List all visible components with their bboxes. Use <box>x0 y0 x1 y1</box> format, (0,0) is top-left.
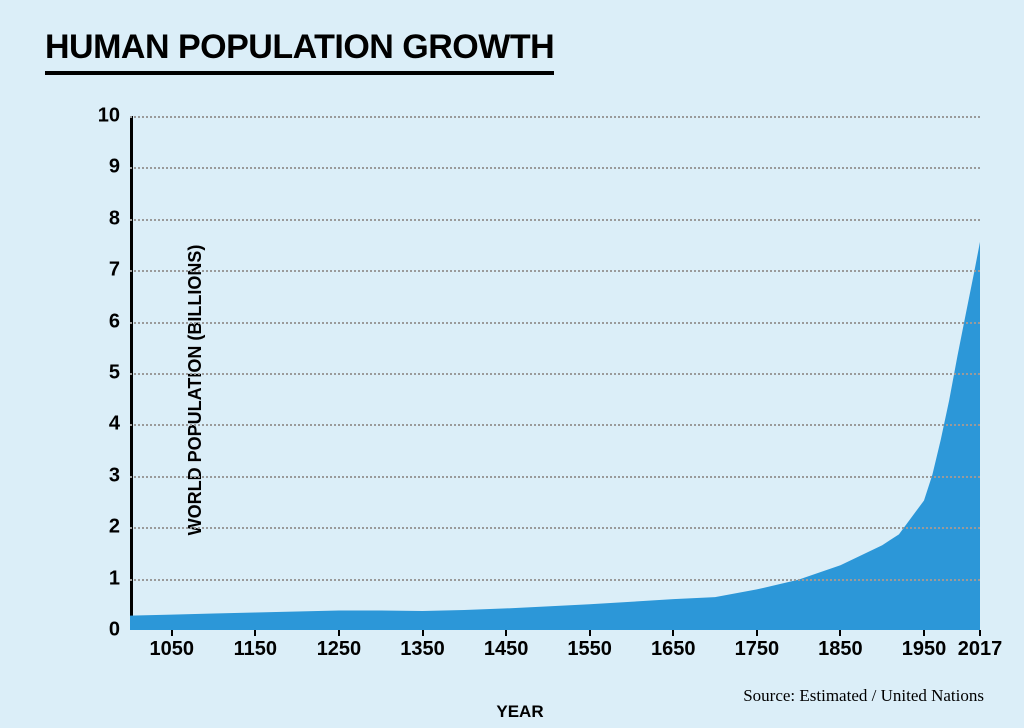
x-tick-mark <box>839 630 841 636</box>
y-tick-label: 7 <box>109 259 120 282</box>
y-tick-label: 1 <box>109 567 120 590</box>
x-tick-mark <box>254 630 256 636</box>
x-tick-mark <box>672 630 674 636</box>
x-tick-mark <box>171 630 173 636</box>
x-axis-label: YEAR <box>496 702 543 722</box>
y-tick-label: 2 <box>109 516 120 539</box>
x-tick-label: 1550 <box>567 638 612 661</box>
chart-container: WORLD POPULATION (BILLIONS) 012345678910… <box>60 110 980 670</box>
y-tick-label: 3 <box>109 464 120 487</box>
grid-line <box>130 373 980 375</box>
grid-line <box>130 270 980 272</box>
y-tick-label: 0 <box>109 619 120 642</box>
plot-area: 0123456789101050115012501350145015501650… <box>130 116 980 630</box>
x-tick-mark <box>422 630 424 636</box>
x-tick-label: 1850 <box>818 638 863 661</box>
x-tick-label: 1650 <box>651 638 696 661</box>
x-tick-mark <box>505 630 507 636</box>
x-tick-label: 1450 <box>484 638 529 661</box>
x-tick-label: 2017 <box>958 638 1003 661</box>
grid-line <box>130 527 980 529</box>
grid-line <box>130 219 980 221</box>
y-tick-label: 9 <box>109 156 120 179</box>
x-tick-label: 1350 <box>400 638 445 661</box>
x-tick-mark <box>756 630 758 636</box>
grid-line <box>130 116 980 118</box>
source-attribution: Source: Estimated / United Nations <box>743 686 984 706</box>
x-tick-label: 1750 <box>735 638 780 661</box>
x-tick-label: 1250 <box>317 638 362 661</box>
x-tick-mark <box>589 630 591 636</box>
grid-line <box>130 579 980 581</box>
grid-line <box>130 476 980 478</box>
grid-line <box>130 424 980 426</box>
grid-line <box>130 167 980 169</box>
x-tick-mark <box>979 630 981 636</box>
y-tick-label: 5 <box>109 362 120 385</box>
population-area <box>130 242 980 630</box>
y-tick-label: 10 <box>98 105 120 128</box>
y-tick-label: 8 <box>109 207 120 230</box>
grid-line <box>130 322 980 324</box>
x-tick-mark <box>338 630 340 636</box>
x-tick-label: 1150 <box>234 638 277 661</box>
chart-title: HUMAN POPULATION GROWTH <box>45 28 554 75</box>
x-tick-mark <box>923 630 925 636</box>
x-tick-label: 1950 <box>902 638 947 661</box>
y-tick-label: 6 <box>109 310 120 333</box>
x-tick-label: 1050 <box>150 638 195 661</box>
y-tick-label: 4 <box>109 413 120 436</box>
